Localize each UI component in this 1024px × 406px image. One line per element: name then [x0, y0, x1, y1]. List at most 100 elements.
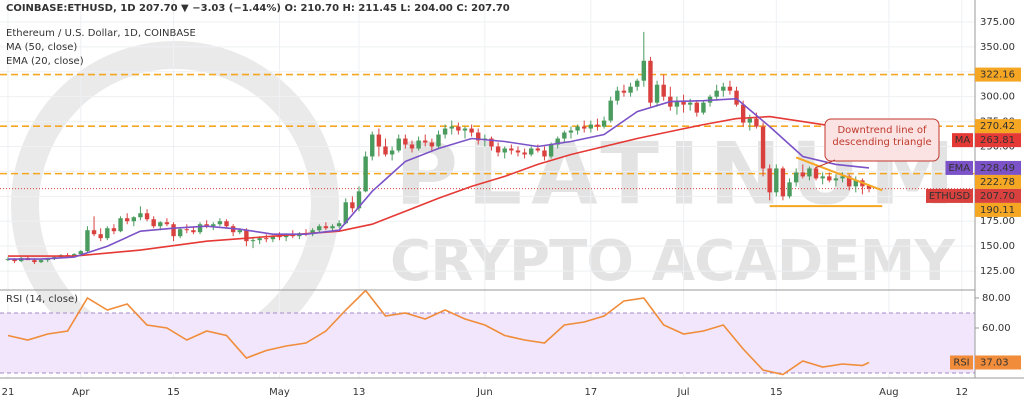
candle-body — [310, 230, 315, 235]
legend-entry: EMA (20, close) — [6, 56, 84, 67]
y-tick-label: 300.00 — [980, 92, 1015, 103]
candle-body — [184, 229, 189, 231]
candle-body — [476, 132, 481, 141]
price-label-name-box — [952, 133, 973, 148]
candle-body — [800, 172, 805, 177]
candle-body — [343, 202, 348, 224]
candle-body — [277, 236, 282, 238]
y-tick-label: 175.00 — [980, 216, 1015, 227]
x-tick-label: Apr — [72, 387, 90, 398]
candle-body — [217, 221, 223, 225]
series-line — [7, 289, 870, 376]
price-label-box — [975, 188, 1021, 203]
candle-body — [780, 168, 786, 197]
candle-body — [582, 126, 587, 129]
candle-body — [661, 84, 666, 97]
candle-body — [588, 124, 594, 129]
candle-body — [628, 86, 633, 93]
x-tick-label: 17 — [584, 387, 597, 398]
candle-body — [423, 140, 428, 143]
candle-body — [767, 168, 772, 193]
candle-body — [436, 134, 441, 147]
candle-body — [449, 126, 454, 129]
candle-body — [515, 150, 521, 153]
candle-body — [131, 217, 136, 222]
candle-body — [429, 142, 435, 147]
candle-body — [45, 259, 50, 261]
legend-entry: MA (50, close) — [6, 42, 77, 53]
candle-body — [409, 144, 415, 149]
candle-body — [32, 260, 37, 263]
candle-body — [615, 90, 620, 101]
candle-body — [621, 90, 627, 93]
candle-body — [727, 86, 733, 91]
candle-body — [38, 260, 44, 263]
candle-body — [456, 126, 461, 131]
candle-body — [575, 126, 580, 131]
y-tick-label: 60.00 — [982, 323, 1011, 334]
candle-body — [681, 100, 686, 105]
candle-body — [151, 219, 156, 227]
grid — [0, 0, 975, 378]
price-label-box — [975, 355, 1021, 370]
price-label-name: MA — [955, 135, 971, 146]
price-label: 37.03 — [980, 357, 1009, 368]
candle-body — [244, 230, 249, 242]
candle-body — [853, 180, 858, 187]
price-label-box — [975, 119, 1021, 134]
price-label: 322.16 — [980, 70, 1015, 81]
chart-subtitle: Ethereum / U.S. Dollar, 1D, COINBASE — [6, 28, 196, 39]
candle-body — [595, 124, 600, 127]
candle-body — [350, 202, 355, 209]
candle-body — [793, 172, 799, 183]
candle-body — [820, 176, 825, 179]
candle-body — [250, 240, 256, 242]
candle-body — [85, 230, 90, 252]
candle-body — [641, 60, 647, 81]
y-tick-label: 125.00 — [980, 266, 1015, 277]
candle-body — [164, 222, 170, 225]
candle-body — [105, 228, 110, 239]
price-label-name-box — [950, 355, 973, 370]
watermark-text: CRYPTO ACADEMY — [390, 229, 956, 294]
callout: Downtrend line of descending triangle — [832, 125, 931, 148]
x-tick-label: Jun — [476, 387, 493, 398]
candle-body — [807, 168, 812, 177]
candle-body — [694, 102, 700, 113]
candle-body — [462, 128, 468, 131]
candle-body — [211, 224, 216, 227]
candle-body — [654, 84, 660, 103]
candle-body — [846, 176, 852, 187]
candle-body — [118, 218, 123, 232]
x-tick-label: Jul — [677, 387, 690, 398]
candle-body — [396, 138, 401, 151]
trendline — [795, 156, 883, 192]
candle-body — [416, 140, 421, 149]
candle-body — [323, 226, 329, 229]
price-label-box — [975, 160, 1021, 175]
candle-body — [714, 90, 719, 97]
legend: COINBASE:ETHUSD, 1D 207.70 ▼ −3.03 (−1.4… — [6, 3, 510, 305]
candle-body — [237, 230, 242, 233]
price-label: 228.49 — [980, 163, 1015, 174]
candle-body — [370, 134, 375, 157]
series-line — [7, 115, 870, 257]
candle-body — [197, 224, 203, 233]
callout-box — [824, 118, 940, 162]
candle-body — [674, 100, 680, 107]
price-label-name-box — [945, 160, 973, 175]
x-tick-label: May — [269, 387, 290, 398]
candle-body — [270, 236, 276, 240]
price-label-box — [975, 174, 1021, 189]
candle-body — [98, 234, 103, 239]
candle-body — [204, 224, 209, 227]
candle-body — [111, 228, 117, 232]
panel-title: RSI (14, close) — [6, 294, 78, 305]
plot — [0, 31, 975, 376]
chart-title: COINBASE:ETHUSD, 1D 207.70 ▼ −3.03 (−1.4… — [6, 3, 510, 14]
price-label-name: ETHUSD — [929, 191, 971, 202]
candle-body — [866, 185, 872, 189]
candle-body — [787, 182, 792, 197]
candle-body — [827, 176, 832, 181]
candle-body — [502, 148, 507, 153]
